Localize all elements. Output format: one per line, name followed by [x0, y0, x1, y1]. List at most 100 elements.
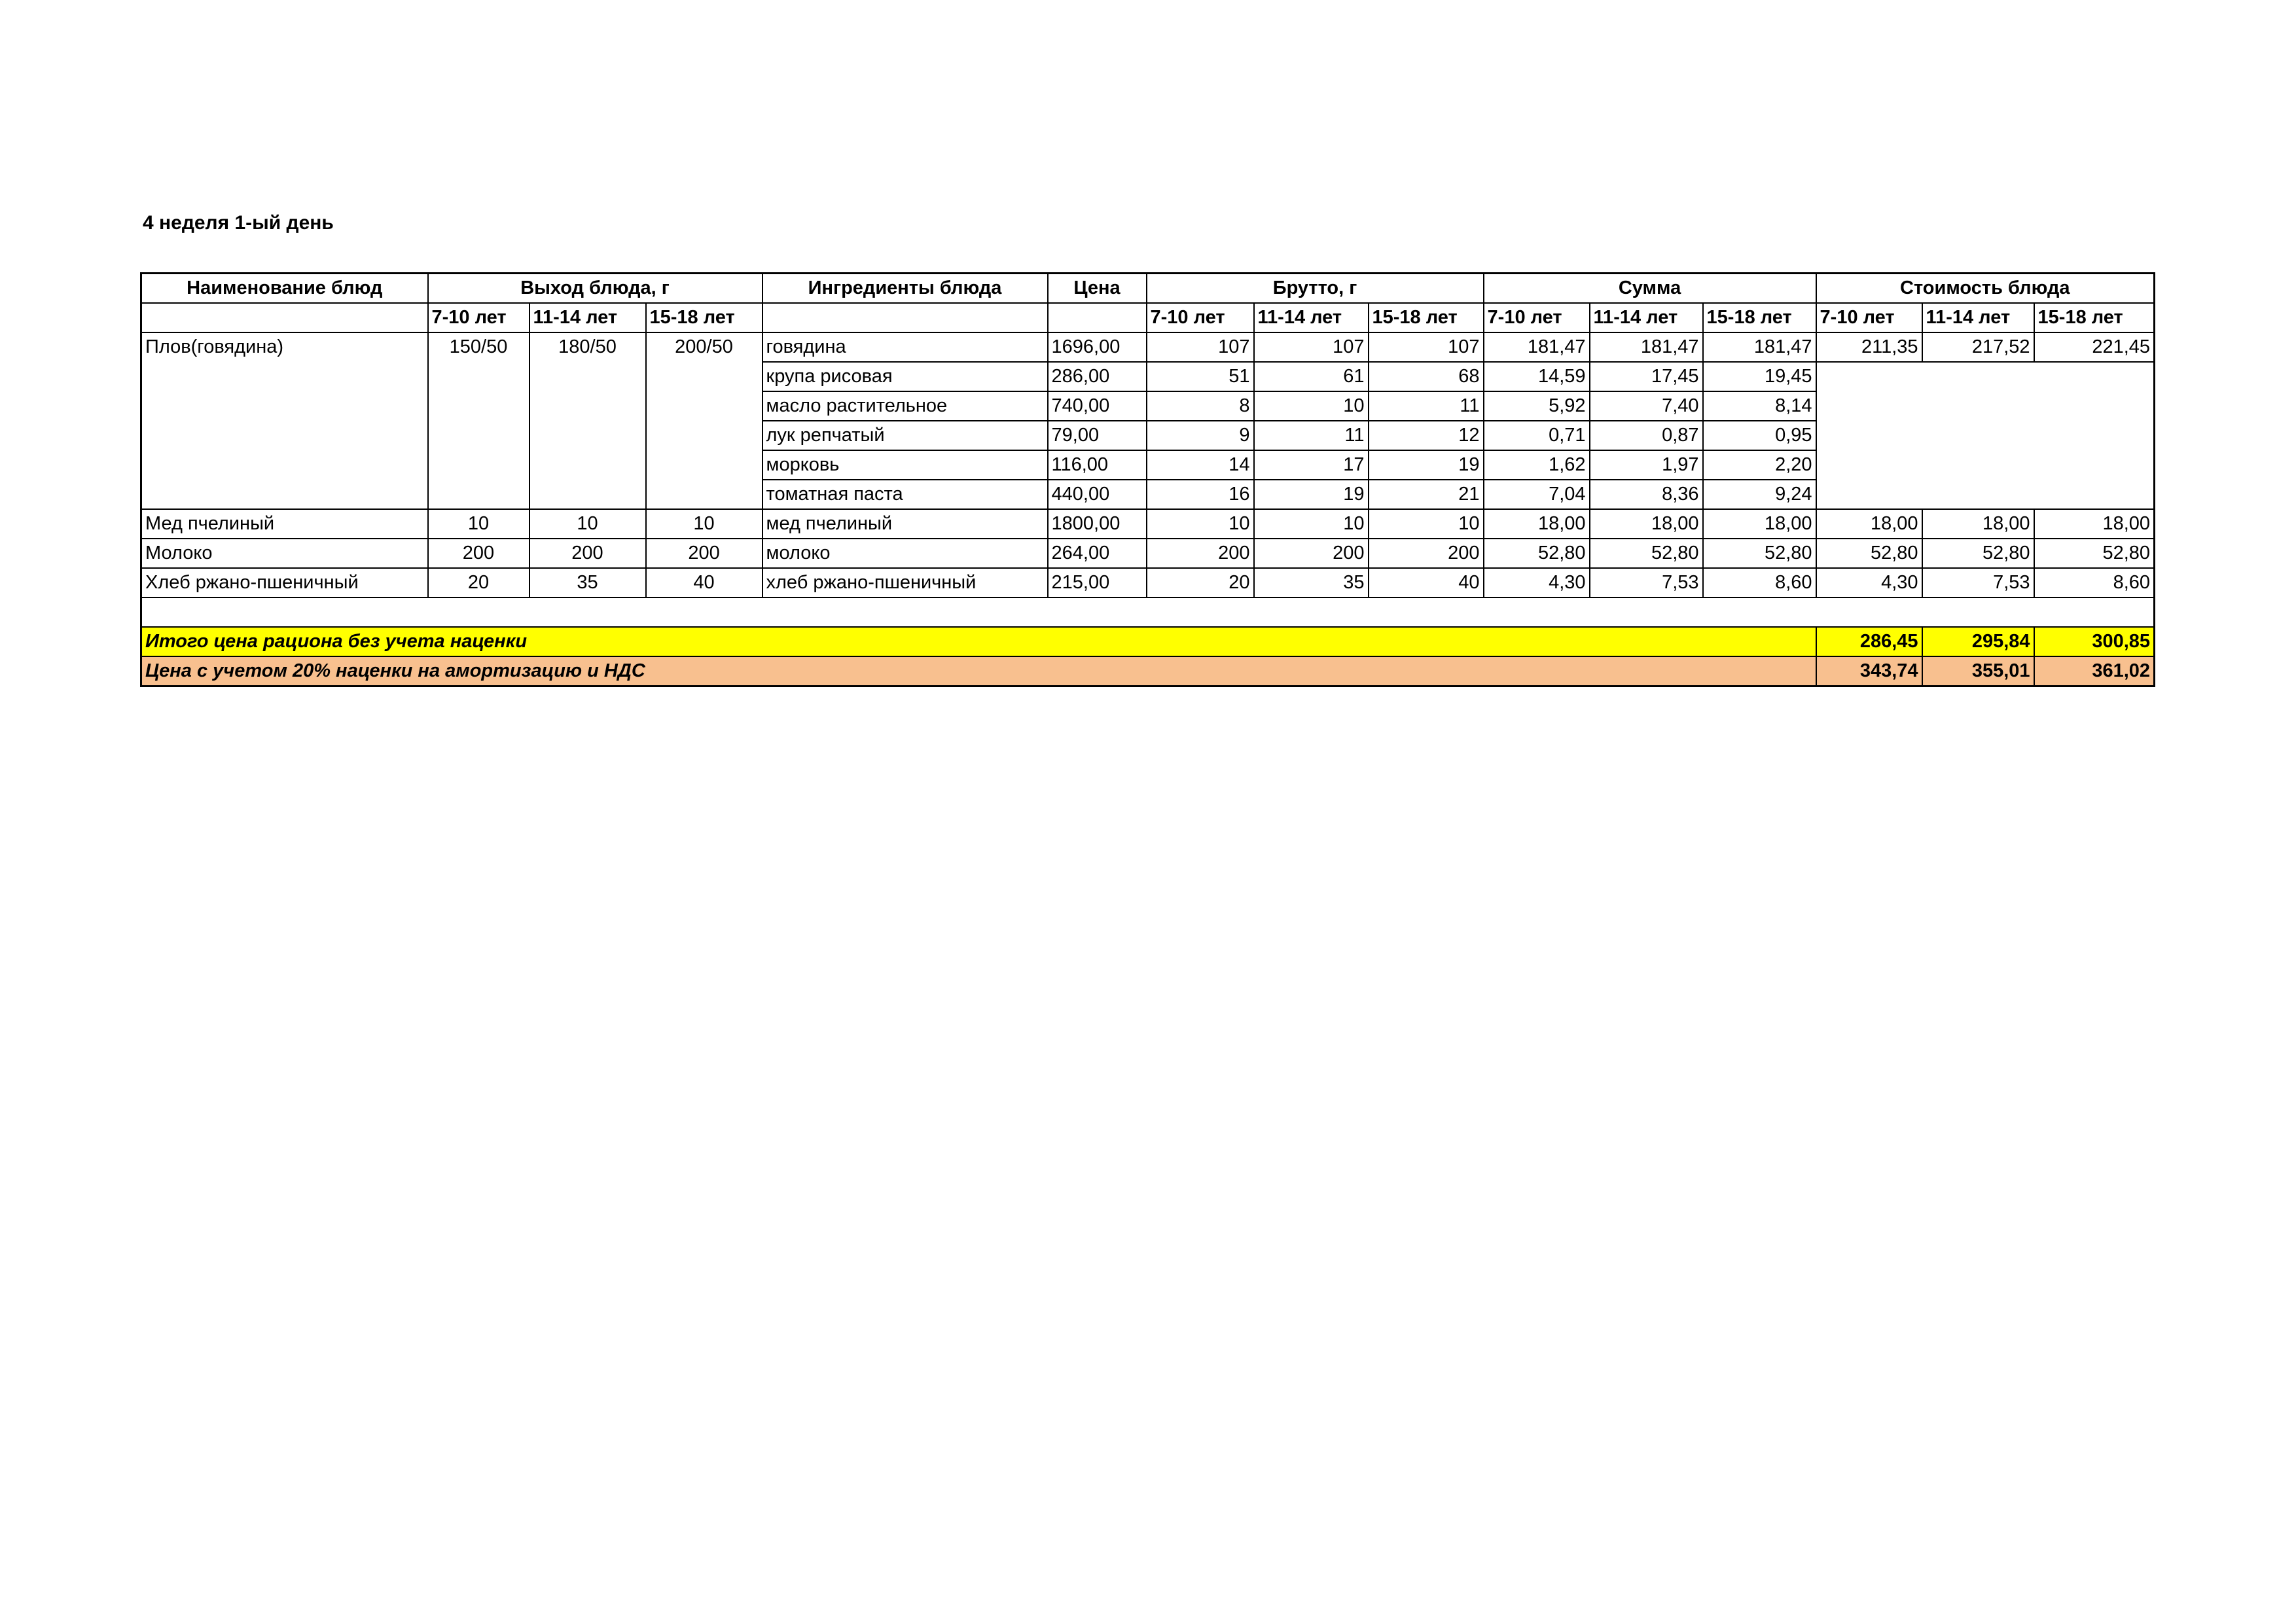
ingredient-price: 286,00 — [1047, 361, 1147, 392]
dish-yield: 200 — [528, 538, 647, 569]
dish-name: Хлеб ржано-пшеничный — [140, 567, 429, 598]
table-row: Молоко 200 200 200 молоко 264,00 200 200 200 52,8… — [140, 538, 2155, 569]
dish-yield: 200/50 — [645, 332, 763, 510]
ingredient-name: масло растительное — [761, 391, 1049, 421]
spacer-row — [140, 597, 2155, 628]
table-row: Хлеб ржано-пшеничный 20 35 40 хлеб ржано-пше… — [140, 567, 2155, 598]
dish-yield: 20 — [427, 567, 530, 598]
ingredient-name: лук репчатый — [761, 420, 1049, 451]
ingredient-sum: 52,80 — [1702, 538, 1817, 569]
ingredient-sum: 18,00 — [1482, 508, 1590, 539]
table-row: томатная паста 440,00 16 19 21 7,04 8,36 9,24 — [141, 479, 2155, 510]
ingredient-sum: 1,97 — [1588, 450, 1704, 480]
empty-cell — [140, 597, 2155, 628]
dish-name: Плов(говядина) — [140, 332, 429, 510]
ingredient-brutto: 11 — [1253, 420, 1369, 451]
dish-yield: 10 — [645, 508, 763, 539]
dish-cost: 18,00 — [1815, 508, 1923, 539]
markup-value: 343,74 — [1815, 656, 1923, 687]
ingredient-sum: 52,80 — [1482, 538, 1590, 569]
dish-cost: 8,60 — [2033, 567, 2155, 598]
totals-label: Итого цена рациона без учета наценки — [140, 626, 1817, 657]
header-sum: Сумма — [1482, 272, 1817, 304]
ingredient-price: 264,00 — [1047, 538, 1147, 569]
ingredient-sum: 8,60 — [1702, 567, 1817, 598]
totals-value: 300,85 — [2033, 626, 2155, 657]
age-header: 15-18 лет — [1702, 302, 1817, 333]
table-row: масло растительное 740,00 8 10 11 5,92 7,40 8,1… — [141, 391, 2155, 421]
age-header: 7-10 лет — [1482, 302, 1590, 333]
header-ages-row: 7-10 лет 11-14 лет 15-18 лет 7-10 лет 11-14 … — [140, 302, 2155, 333]
ingredient-sum: 0,87 — [1588, 420, 1704, 451]
header-dish: Наименование блюд — [140, 272, 429, 304]
ingredient-sum: 8,14 — [1702, 391, 1817, 421]
dish-cost: 18,00 — [2033, 508, 2155, 539]
ingredient-brutto: 19 — [1253, 479, 1369, 510]
ingredient-brutto: 17 — [1253, 450, 1369, 480]
ingredient-name: хлеб ржано-пшеничный — [761, 567, 1049, 598]
ingredient-price: 1800,00 — [1047, 508, 1147, 539]
ingredient-sum: 2,20 — [1702, 450, 1817, 480]
table-row: морковь 116,00 14 17 19 1,62 1,97 2,20 — [141, 450, 2155, 480]
age-header: 15-18 лет — [1367, 302, 1484, 333]
ingredient-sum: 7,04 — [1482, 479, 1590, 510]
dish-yield: 200 — [427, 538, 530, 569]
age-header: 11-14 лет — [1253, 302, 1369, 333]
ingredient-brutto: 107 — [1367, 332, 1484, 363]
ingredient-brutto: 14 — [1145, 450, 1255, 480]
age-header: 11-14 лет — [1921, 302, 2035, 333]
ingredient-brutto: 200 — [1367, 538, 1484, 569]
ingredient-brutto: 68 — [1367, 361, 1484, 392]
age-header: 7-10 лет — [1815, 302, 1923, 333]
dish-cost: 18,00 — [1921, 508, 2035, 539]
empty-cell — [761, 302, 1049, 333]
dish-cost: 217,52 — [1921, 332, 2035, 363]
ingredient-brutto: 9 — [1145, 420, 1255, 451]
dish-cost: 211,35 — [1815, 332, 1923, 363]
table-row: лук репчатый 79,00 9 11 12 0,71 0,87 0,95 — [141, 420, 2155, 451]
header-price: Цена — [1047, 272, 1147, 304]
ingredient-sum: 0,95 — [1702, 420, 1817, 451]
ingredient-price: 1696,00 — [1047, 332, 1147, 363]
ingredient-sum: 18,00 — [1702, 508, 1817, 539]
dish-cost: 4,30 — [1815, 567, 1923, 598]
totals-row: Итого цена рациона без учета наценки 286,… — [140, 626, 2155, 657]
markup-value: 355,01 — [1921, 656, 2035, 687]
totals-value: 295,84 — [1921, 626, 2035, 657]
ingredient-brutto: 200 — [1145, 538, 1255, 569]
header-cost: Стоимость блюда — [1815, 272, 2155, 304]
ingredient-sum: 52,80 — [1588, 538, 1704, 569]
header-brutto: Брутто, г — [1145, 272, 1484, 304]
ingredient-brutto: 10 — [1367, 508, 1484, 539]
ingredient-brutto: 61 — [1253, 361, 1369, 392]
ingredient-sum: 0,71 — [1482, 420, 1590, 451]
dish-cost: 7,53 — [1921, 567, 2035, 598]
ingredient-sum: 181,47 — [1588, 332, 1704, 363]
dish-yield: 150/50 — [427, 332, 530, 510]
dish-cost: 52,80 — [1815, 538, 1923, 569]
ingredient-name: томатная паста — [761, 479, 1049, 510]
ingredient-name: говядина — [761, 332, 1049, 363]
dish-yield: 35 — [528, 567, 647, 598]
dish-yield: 200 — [645, 538, 763, 569]
age-header: 7-10 лет — [427, 302, 530, 333]
dish-name: Мед пчелиный — [140, 508, 429, 539]
age-header: 7-10 лет — [1145, 302, 1255, 333]
table-row: Мед пчелиный 10 10 10 мед пчелиный 1800,00 10 1… — [140, 508, 2155, 539]
dish-name: Молоко — [140, 538, 429, 569]
ingredient-price: 116,00 — [1047, 450, 1147, 480]
ingredient-brutto: 35 — [1253, 567, 1369, 598]
sheet-title: 4 неделя 1-ый день — [143, 212, 334, 234]
ingredient-sum: 4,30 — [1482, 567, 1590, 598]
markup-row: Цена с учетом 20% наценки на амортизацию… — [140, 656, 2155, 687]
ingredient-sum: 1,62 — [1482, 450, 1590, 480]
empty-cell — [140, 302, 429, 333]
empty-cell — [1047, 302, 1147, 333]
ingredient-sum: 181,47 — [1482, 332, 1590, 363]
dish-yield: 40 — [645, 567, 763, 598]
ingredient-brutto: 40 — [1367, 567, 1484, 598]
ingredient-name: морковь — [761, 450, 1049, 480]
markup-label: Цена с учетом 20% наценки на амортизацию… — [140, 656, 1817, 687]
ingredient-sum: 181,47 — [1702, 332, 1817, 363]
ingredient-brutto: 10 — [1253, 391, 1369, 421]
